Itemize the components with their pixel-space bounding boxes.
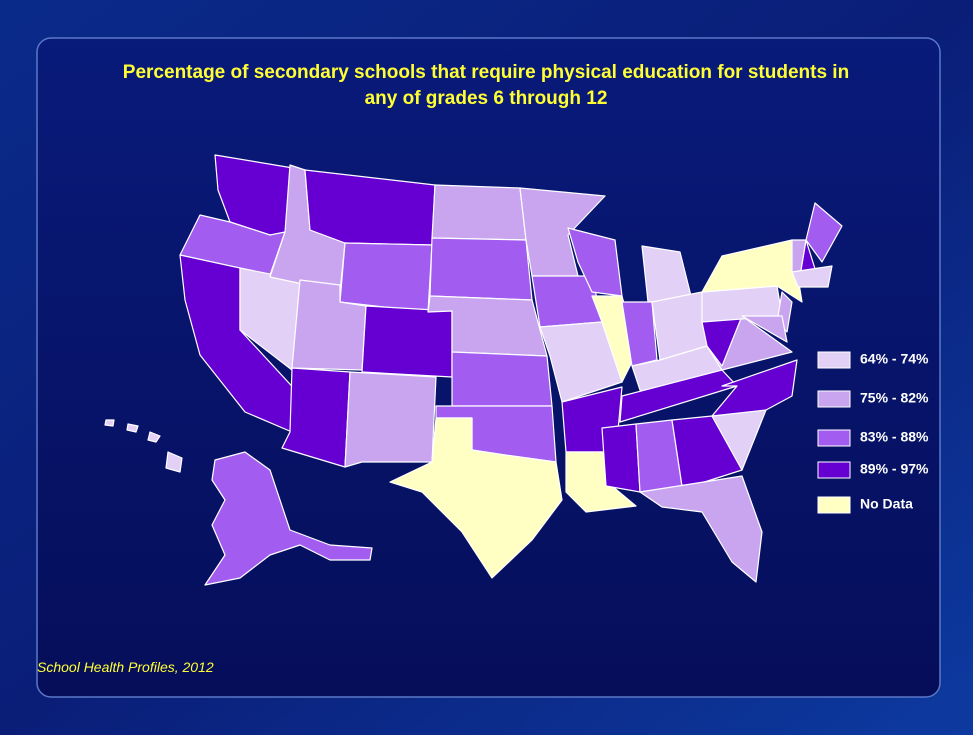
title-line: any of grades 6 through 12 [365, 88, 608, 109]
state [621, 301, 658, 367]
state [147, 431, 161, 443]
state [204, 451, 373, 586]
source: School Health Profiles, 2012 [37, 659, 214, 675]
state [281, 367, 351, 468]
state [567, 227, 623, 297]
state [431, 184, 527, 241]
state [104, 419, 115, 427]
state [671, 415, 743, 487]
state [711, 359, 798, 417]
legend-label: 64% - 74% [860, 351, 929, 367]
legend-label: 89% - 97% [860, 461, 929, 477]
legend-swatch [817, 461, 851, 479]
state [639, 475, 763, 583]
state [805, 202, 843, 263]
state [601, 423, 641, 493]
state [165, 451, 183, 473]
state [451, 351, 553, 407]
legend-swatch [817, 496, 851, 514]
state [344, 371, 437, 468]
state [429, 237, 533, 301]
state [361, 305, 453, 378]
us-map [104, 154, 843, 586]
state [389, 417, 563, 579]
state [701, 239, 803, 303]
legend-swatch [817, 429, 851, 447]
legend-label: 83% - 88% [860, 429, 929, 445]
state [791, 265, 833, 288]
state [339, 242, 433, 313]
legend-label: No Data [860, 496, 913, 512]
state [539, 321, 623, 403]
legend: 64% - 74% 75% - 82% 83% - 88% 89% - 97% No D… [817, 351, 929, 514]
legend-swatch [817, 351, 851, 369]
title-line: Percentage of secondary schools that req… [123, 62, 849, 83]
legend-swatch [817, 390, 851, 408]
state [741, 315, 788, 343]
state [126, 423, 139, 433]
legend-label: 75% - 82% [860, 390, 929, 406]
